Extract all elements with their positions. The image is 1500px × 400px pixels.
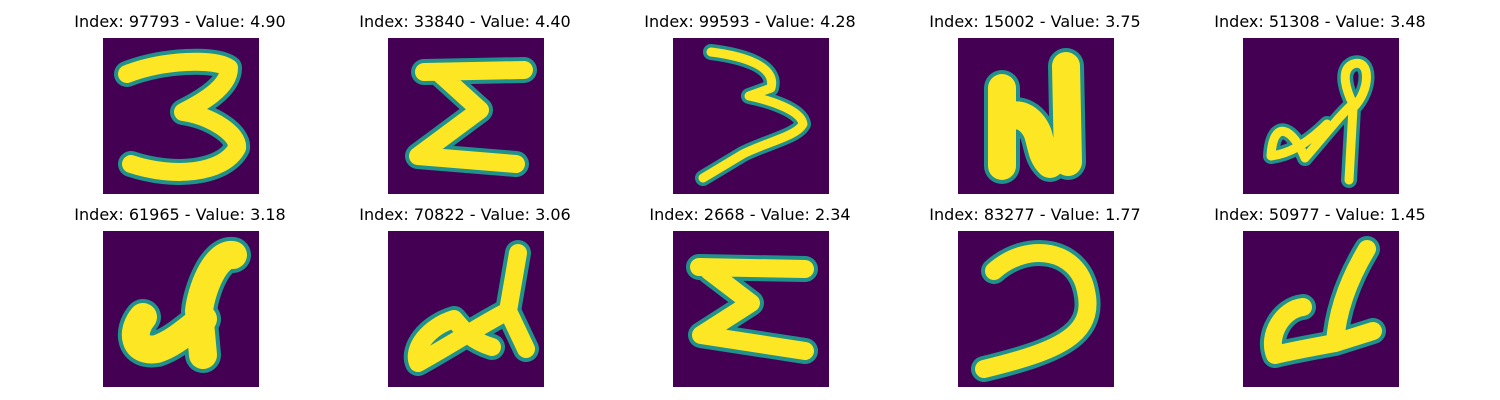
panel-title: Index: 2668 - Value: 2.34 [649,205,851,224]
three-icon [103,38,259,194]
panel-title: Index: 70822 - Value: 3.06 [359,205,571,224]
panel-title: Index: 99593 - Value: 4.28 [644,12,856,31]
scribble-icon [103,231,259,387]
image-panel: Index: 51308 - Value: 3.48 [1200,12,1440,202]
digit-image [673,38,829,194]
loop-scribble-icon [1243,38,1399,194]
sigma-icon [388,38,544,194]
image-panel: Index: 33840 - Value: 4.40 [345,12,585,202]
digit-image [103,38,259,194]
image-panel: Index: 2668 - Value: 2.34 [630,205,870,395]
panel-title: Index: 83277 - Value: 1.77 [929,205,1141,224]
hook-icon [958,231,1114,387]
panel-title: Index: 97793 - Value: 4.90 [74,12,286,31]
image-panel: Index: 83277 - Value: 1.77 [915,205,1155,395]
panel-title: Index: 51308 - Value: 3.48 [1214,12,1426,31]
digit-image [103,231,259,387]
panel-title: Index: 50977 - Value: 1.45 [1214,205,1426,224]
panel-title: Index: 33840 - Value: 4.40 [359,12,571,31]
panel-title: Index: 15002 - Value: 3.75 [929,12,1141,31]
image-panel: Index: 70822 - Value: 3.06 [345,205,585,395]
digit-image [388,38,544,194]
digit-image [673,231,829,387]
scribble-icon [388,231,544,387]
digit-image [1243,38,1399,194]
image-panel: Index: 15002 - Value: 3.75 [915,12,1155,202]
image-panel: Index: 61965 - Value: 3.18 [60,205,300,395]
n-letter-icon [958,38,1114,194]
three-icon [673,38,829,194]
digit-image [958,38,1114,194]
image-panel: Index: 97793 - Value: 4.90 [60,12,300,202]
panel-title: Index: 61965 - Value: 3.18 [74,205,286,224]
image-panel: Index: 99593 - Value: 4.28 [630,12,870,202]
digit-image [1243,231,1399,387]
digit-image [958,231,1114,387]
image-panel: Index: 50977 - Value: 1.45 [1200,205,1440,395]
sigma-icon [673,231,829,387]
scribble-icon [1243,231,1399,387]
digit-image [388,231,544,387]
